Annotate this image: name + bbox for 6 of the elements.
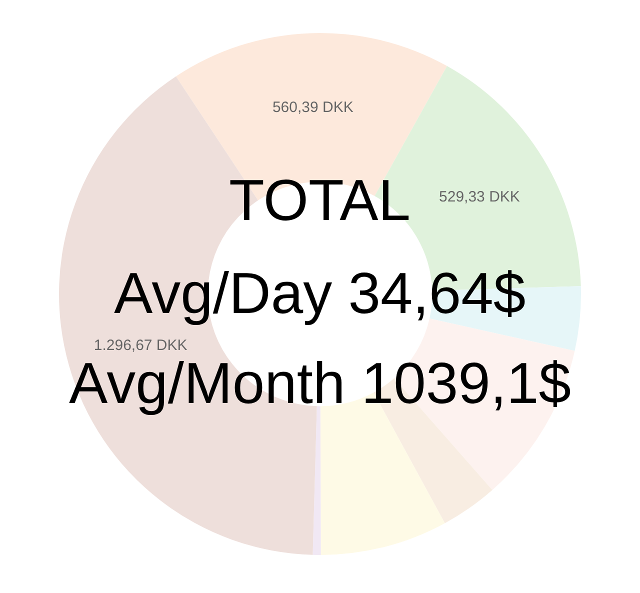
text: TOTAL	[229, 168, 411, 233]
data-label: 1.296,67 DKK	[94, 336, 188, 354]
text: Avg/Day 34,64$	[114, 261, 526, 326]
data-label: 529,33 DKK	[439, 188, 520, 206]
data-label: 560,39 DKK	[272, 99, 354, 116]
text: Avg/Month 1039,1$	[69, 351, 571, 416]
